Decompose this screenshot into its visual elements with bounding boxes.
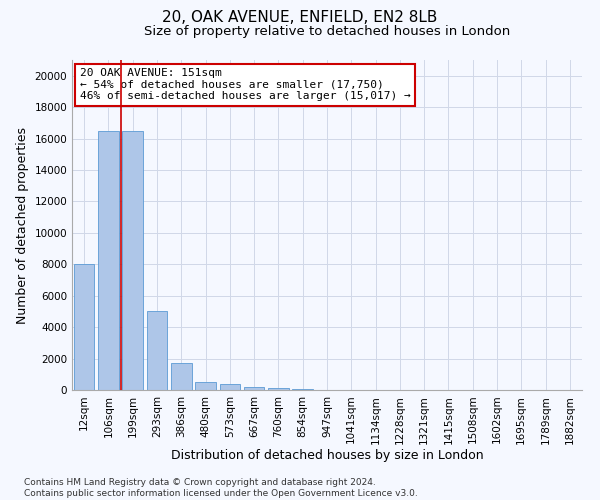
Text: Contains HM Land Registry data © Crown copyright and database right 2024.
Contai: Contains HM Land Registry data © Crown c… bbox=[24, 478, 418, 498]
Bar bbox=[268, 388, 289, 390]
Bar bbox=[74, 264, 94, 390]
Title: Size of property relative to detached houses in London: Size of property relative to detached ho… bbox=[144, 25, 510, 38]
X-axis label: Distribution of detached houses by size in London: Distribution of detached houses by size … bbox=[170, 449, 484, 462]
Bar bbox=[171, 364, 191, 390]
Y-axis label: Number of detached properties: Number of detached properties bbox=[16, 126, 29, 324]
Bar bbox=[220, 384, 240, 390]
Text: 20 OAK AVENUE: 151sqm
← 54% of detached houses are smaller (17,750)
46% of semi-: 20 OAK AVENUE: 151sqm ← 54% of detached … bbox=[80, 68, 410, 102]
Bar bbox=[195, 382, 216, 390]
Bar bbox=[244, 387, 265, 390]
Text: 20, OAK AVENUE, ENFIELD, EN2 8LB: 20, OAK AVENUE, ENFIELD, EN2 8LB bbox=[163, 10, 437, 25]
Bar bbox=[146, 312, 167, 390]
Bar bbox=[122, 130, 143, 390]
Bar bbox=[292, 388, 313, 390]
Bar bbox=[98, 130, 119, 390]
